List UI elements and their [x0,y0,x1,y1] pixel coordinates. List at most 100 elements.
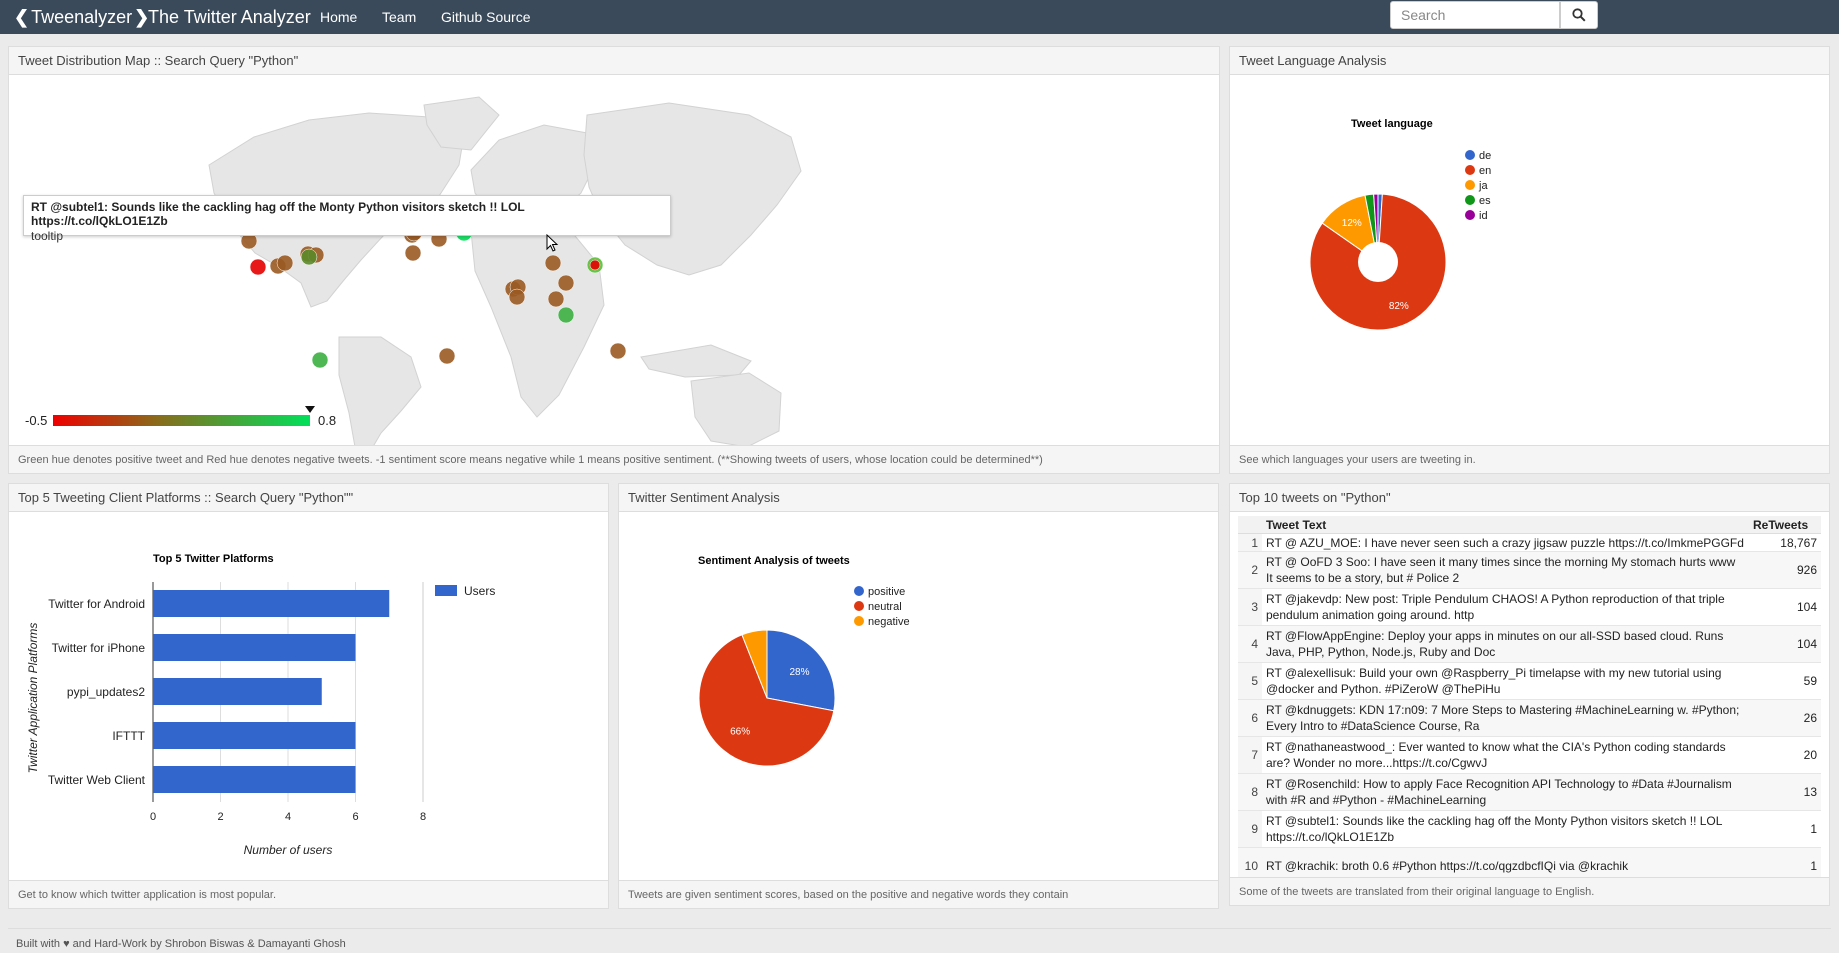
language-panel-footer: See which languages your users are tweet… [1230,445,1829,473]
legend-label[interactable]: es [1479,195,1491,207]
nav-github-source[interactable]: Github Source [441,9,531,25]
platform-bar-chart[interactable]: Top 5 Twitter Platforms Twitter for Andr… [9,512,608,880]
pie-data-label: 28% [789,667,809,678]
brand-link[interactable]: ❮ Tweenalyzer ❯ [14,7,149,28]
table-row[interactable]: 8 RT @Rosenchild: How to apply Face Recog… [1238,773,1821,811]
table-row[interactable]: 9 RT @subtel1: Sounds like the cackling h… [1238,810,1821,848]
tweet-marker[interactable] [438,347,456,365]
table-row[interactable]: 5 RT @alexellisuk: Build your own @Raspbe… [1238,662,1821,700]
retweets-cell: 104 [1749,588,1821,626]
row-index: 8 [1238,773,1262,811]
row-index: 2 [1238,551,1262,589]
sentiment-pie-chart[interactable]: Sentiment Analysis of tweets 28% 66% posi… [619,512,1218,880]
search-button[interactable] [1560,1,1598,29]
chart-title: Sentiment Analysis of tweets [698,555,850,567]
legend-swatch [854,616,864,626]
x-axis-label: Number of users [244,843,333,857]
chevron-right-icon: ❯ [134,7,150,27]
nav-home[interactable]: Home [320,9,358,25]
pie-data-label: 66% [730,726,750,737]
legend-label[interactable]: positive [868,586,905,598]
legend-label[interactable]: ja [1478,180,1488,192]
x-tick-label: 4 [285,811,291,823]
greenland-shape [423,96,500,151]
row-index: 3 [1238,588,1262,626]
sentiment-panel-footer: Tweets are given sentiment scores, based… [619,880,1218,908]
tweet-marker[interactable] [276,254,294,272]
tweet-marker[interactable] [311,351,329,369]
category-label: IFTTT [112,729,145,743]
tooltip-text: RT @subtel1: Sounds like the cackling ha… [31,200,525,228]
table-row[interactable]: 7 RT @nathaneastwood_: Ever wanted to kno… [1238,736,1821,774]
tweet-markers [240,224,627,369]
tweet-text-cell: RT @ OoFD 3 Soo: I have seen it many tim… [1262,551,1749,589]
pie-data-label: 12% [1342,218,1362,229]
language-panel-title: Tweet Language Analysis [1230,47,1829,75]
legend-label[interactable]: id [1479,210,1488,222]
legend-swatch [854,601,864,611]
bar[interactable] [153,590,390,617]
y-axis-label: Twitter Application Platforms [26,623,40,774]
retweets-cell: 104 [1749,625,1821,663]
donut-hole [1358,242,1398,282]
legend-label[interactable]: negative [868,616,910,628]
table-row[interactable]: 6 RT @kdnuggets: KDN 17:n09: 7 More Steps… [1238,699,1821,737]
table-row[interactable]: 2 RT @ OoFD 3 Soo: I have seen it many ti… [1238,551,1821,589]
table-header-row: Tweet Text ReTweets [1238,516,1821,534]
search-input[interactable] [1390,1,1560,29]
row-index: 6 [1238,699,1262,737]
platform-body: Top 5 Twitter Platforms Twitter for Andr… [9,512,608,880]
tweet-marker[interactable] [589,259,601,271]
legend-swatch [1465,210,1475,220]
tweet-marker[interactable] [609,342,627,360]
sentiment-body: Sentiment Analysis of tweets 28% 66% posi… [619,512,1218,880]
legend-label[interactable]: de [1479,150,1491,162]
language-panel: Tweet Language Analysis Tweet language 8… [1229,46,1830,474]
legend-swatch [1465,180,1475,190]
tweet-marker[interactable] [557,306,575,324]
legend-label-users: Users [464,584,495,598]
bar[interactable] [153,634,356,661]
tweet-text-cell: RT @FlowAppEngine: Deploy your apps in m… [1262,625,1749,663]
tweet-marker[interactable] [547,290,565,308]
asia-shape [583,102,802,276]
language-pie-chart[interactable]: Tweet language 82% 12% de en ja es id [1230,75,1829,445]
retweets-cell: 1 [1749,810,1821,848]
row-index: 10 [1238,847,1262,877]
bar[interactable] [153,766,356,793]
table-row[interactable]: 1 RT @ AZU_MOE: I have never seen such a … [1238,533,1821,552]
col-header-tweet-text[interactable]: Tweet Text [1262,516,1749,534]
tweet-marker[interactable] [544,254,562,272]
scale-min-label: -0.5 [25,413,48,428]
tweet-marker[interactable] [249,258,267,276]
pie-slice-negative[interactable] [741,629,768,699]
retweets-cell: 26 [1749,699,1821,737]
map-panel-footer: Green hue denotes positive tweet and Red… [9,445,1219,473]
pie-slice-positive[interactable] [766,629,836,712]
tweet-marker[interactable] [404,244,422,262]
tweet-marker[interactable] [300,248,318,266]
world-map[interactable] [9,75,1219,445]
mouse-cursor-icon [546,234,559,252]
bar[interactable] [153,722,356,749]
category-label: pypi_updates2 [67,685,145,699]
pie-slice-neutral[interactable] [698,634,835,767]
table-row[interactable]: 3 RT @jakevdp: New post: Triple Pendulum … [1238,588,1821,626]
tweet-marker[interactable] [508,288,526,306]
col-header-retweets[interactable]: ReTweets [1749,516,1821,534]
table-row[interactable]: 4 RT @FlowAppEngine: Deploy your apps in … [1238,625,1821,663]
legend-label[interactable]: en [1479,165,1491,177]
tweet-marker[interactable] [557,274,575,292]
chart-title: Tweet language [1351,118,1433,130]
table-row[interactable]: 10 RT @krachik: broth 0.6 #Python https:/… [1238,847,1821,877]
map-panel: Tweet Distribution Map :: Search Query "… [8,46,1220,474]
row-index: 4 [1238,625,1262,663]
legend-label[interactable]: neutral [868,601,902,613]
top-tweets-panel-title: Top 10 tweets on "Python" [1230,484,1829,512]
retweets-cell: 20 [1749,736,1821,774]
sentiment-gradient-scale [53,415,310,426]
bar[interactable] [153,678,322,705]
map-panel-title: Tweet Distribution Map :: Search Query "… [9,47,1219,75]
retweets-cell: 1 [1749,847,1821,877]
nav-team[interactable]: Team [382,9,417,25]
